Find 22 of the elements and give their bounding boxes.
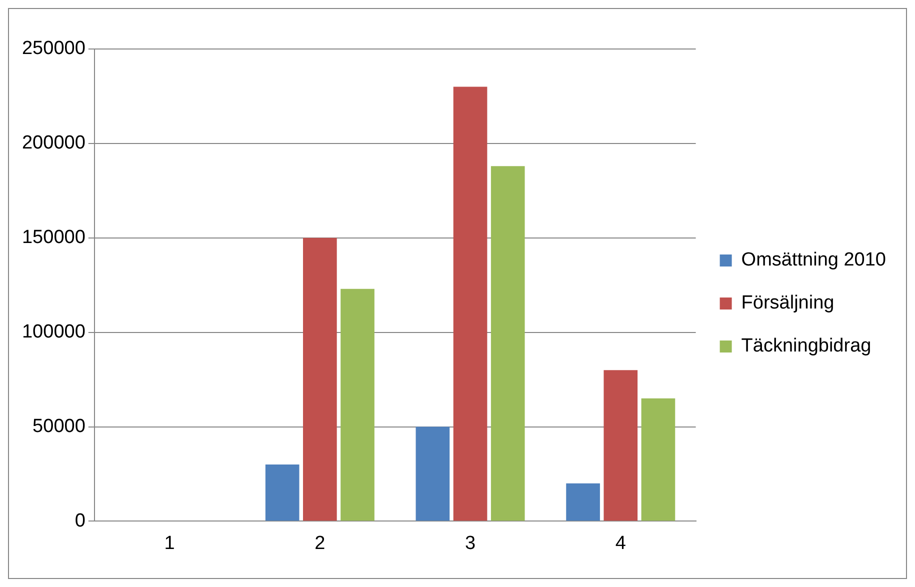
bar [641,398,676,521]
y-tick-label: 0 [74,510,86,532]
bar [604,370,638,521]
x-tick-label: 1 [164,532,175,554]
y-tick-label: 200000 [22,132,86,154]
y-tick-label: 250000 [22,38,86,60]
bar [566,483,600,521]
x-tick-label: 3 [464,532,476,554]
bar [340,288,374,521]
legend-label: Täckningbidrag [741,336,872,357]
bar [453,86,488,521]
bar [265,464,300,521]
bar [416,426,450,521]
bar [303,238,337,521]
legend-label: Omsättning 2010 [741,250,886,271]
y-tick-label: 150000 [22,227,86,248]
legend-label: Försäljning [741,292,834,314]
y-tick-label: 100000 [22,322,86,343]
x-tick-label: 2 [314,532,326,554]
y-tick-label: 50000 [32,416,86,437]
bar [490,166,525,521]
x-tick-label: 4 [615,532,626,554]
